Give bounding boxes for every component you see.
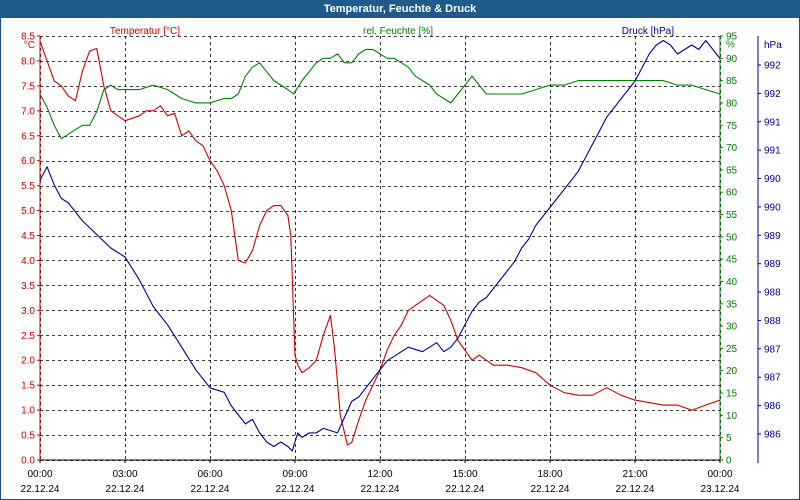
axes [39, 36, 759, 463]
pressure-tick-label: 987 [764, 373, 781, 384]
temperature-tick-label: 6.0 [21, 156, 35, 167]
date-tick-label: 22.12.24 [106, 484, 145, 495]
pressure-tick-label: 991 [764, 117, 781, 128]
humidity-tick-label: 5 [726, 433, 732, 444]
temperature-tick-label: 4.5 [21, 231, 35, 242]
humidity-tick-label: 75 [726, 121, 738, 132]
pressure-tick-label: 992 [764, 89, 781, 100]
temperature-tick-label: 3.5 [21, 281, 35, 292]
chart-title: Temperatur, Feuchte & Druck [0, 0, 800, 18]
humidity-tick-label: 45 [726, 255, 738, 266]
humidity-tick-label: 55 [726, 210, 738, 221]
humidity-tick-label: 50 [726, 232, 738, 243]
time-axis-ticks: 00:00 22.12.24 03:00 22.12.24 06:00 22.12.24 0… [21, 460, 740, 495]
humidity-tick-label: 40 [726, 277, 738, 288]
date-tick-label: 23.12.24 [701, 484, 740, 495]
pressure-series-line [39, 39, 721, 452]
legend: Temperatur [°C] rel. Feuchte [%] Druck [hP… [110, 26, 674, 37]
series-lines [39, 39, 721, 452]
temperature-series-line [39, 40, 721, 446]
pressure-tick-label: 986 [764, 430, 781, 441]
pressure-legend-label: Druck [hPa] [622, 26, 674, 37]
date-tick-label: 22.12.24 [191, 484, 230, 495]
temperature-unit-label: °C [24, 40, 35, 51]
temperature-tick-label: 4.0 [21, 256, 35, 267]
humidity-tick-label: 65 [726, 165, 738, 176]
pressure-tick-label: 988 [764, 288, 781, 299]
pressure-tick-label: 986 [764, 401, 781, 412]
humidity-tick-label: 95 [726, 32, 738, 43]
pressure-tick-label: 987 [764, 344, 781, 355]
pressure-tick-label: 989 [764, 259, 781, 270]
humidity-legend-label: rel. Feuchte [%] [363, 26, 433, 37]
humidity-tick-label: 70 [726, 143, 738, 154]
humidity-tick-label: 30 [726, 322, 738, 333]
pressure-tick-label: 992 [764, 61, 781, 72]
pressure-tick-label: 989 [764, 231, 781, 242]
temperature-tick-label: 8.5 [21, 32, 35, 43]
humidity-tick-label: 90 [726, 54, 738, 65]
time-tick-label: 03:00 [112, 469, 137, 480]
temperature-tick-label: 0.5 [21, 431, 35, 442]
time-tick-label: 00:00 [27, 469, 52, 480]
humidity-tick-label: 20 [726, 366, 738, 377]
humidity-tick-label: 35 [726, 299, 738, 310]
date-tick-label: 22.12.24 [531, 484, 570, 495]
time-tick-label: 12:00 [367, 469, 392, 480]
date-tick-label: 22.12.24 [276, 484, 315, 495]
temperature-tick-label: 6.5 [21, 131, 35, 142]
temperature-tick-label: 2.5 [21, 331, 35, 342]
date-tick-label: 22.12.24 [21, 484, 60, 495]
temperature-tick-label: 7.0 [21, 106, 35, 117]
pressure-tick-label: 988 [764, 316, 781, 327]
time-tick-label: 15:00 [452, 469, 477, 480]
pressure-unit-label: hPa [764, 40, 782, 51]
temperature-axis-ticks: 0.0 0.5 1.0 1.5 2.0 2.5 3.0 3.5 4.0 4.5 5.0 5.5 6.0 6… [21, 32, 40, 467]
time-tick-label: 21:00 [622, 469, 647, 480]
humidity-tick-label: 15 [726, 389, 738, 400]
pressure-axis-ticks: 986 986 987 987 988 988 989 989 990 990 991 991 992 9… [758, 40, 782, 441]
humidity-tick-label: 0 [726, 456, 732, 467]
date-tick-label: 22.12.24 [616, 484, 655, 495]
temperature-tick-label: 5.0 [21, 206, 35, 217]
humidity-series-line [39, 48, 721, 140]
temperature-tick-label: 5.5 [21, 181, 35, 192]
humidity-tick-label: 60 [726, 188, 738, 199]
time-tick-label: 00:00 [707, 469, 732, 480]
temperature-tick-label: 3.0 [21, 306, 35, 317]
pressure-tick-label: 991 [764, 146, 781, 157]
temperature-tick-label: 1.5 [21, 381, 35, 392]
time-tick-label: 18:00 [537, 469, 562, 480]
humidity-tick-label: 25 [726, 344, 738, 355]
temperature-tick-label: 1.0 [21, 406, 35, 417]
grid-lines [40, 36, 721, 461]
humidity-tick-label: % [726, 40, 735, 51]
pressure-tick-label: 990 [764, 174, 781, 185]
time-tick-label: 06:00 [197, 469, 222, 480]
temperature-legend-label: Temperatur [°C] [110, 26, 180, 37]
temperature-tick-label: 2.0 [21, 356, 35, 367]
humidity-tick-label: 10 [726, 411, 738, 422]
temperature-tick-label: 8.0 [21, 56, 35, 67]
temperature-tick-label: 0.0 [21, 456, 35, 467]
temperature-tick-label: 7.5 [21, 81, 35, 92]
date-tick-label: 22.12.24 [361, 484, 400, 495]
humidity-axis-ticks: 0 5 10 15 20 25 30 35 40 45 50 55 60 65 70 75 80 85 90 95% [720, 32, 738, 467]
humidity-tick-label: 80 [726, 98, 738, 109]
humidity-tick-label: 85 [726, 76, 738, 87]
date-tick-label: 22.12.24 [446, 484, 485, 495]
pressure-tick-label: 990 [764, 202, 781, 213]
time-tick-label: 09:00 [282, 469, 307, 480]
